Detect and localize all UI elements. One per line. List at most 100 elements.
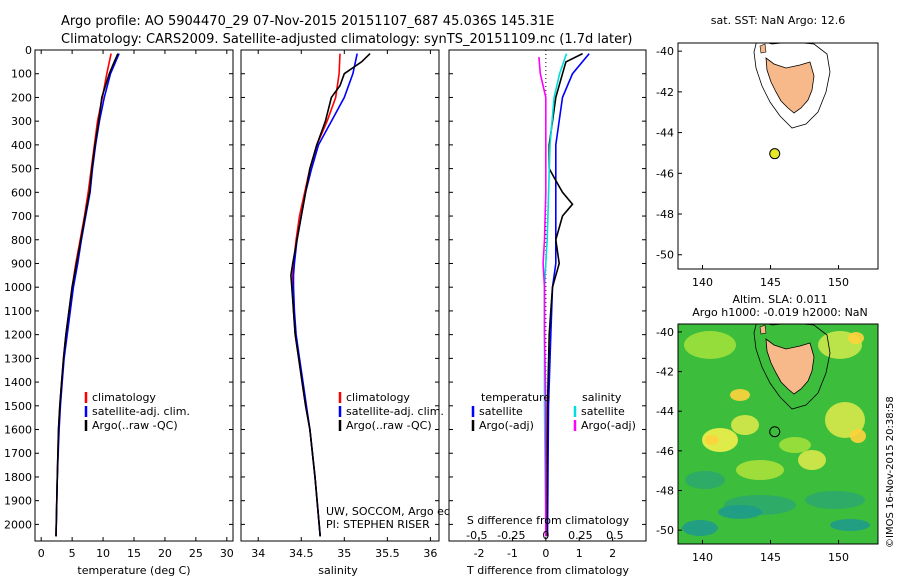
y-tick-label: 700 (11, 210, 32, 223)
sla-anomaly-patch-8 (736, 460, 784, 480)
lat-tick-label: -46 (656, 167, 674, 180)
y-tick-label: 1800 (4, 471, 32, 484)
s-tick-label: -0.5 (466, 529, 487, 542)
tasmania-land (765, 57, 815, 114)
salinity-legend-label-1: satellite-adj. clim. (346, 405, 444, 418)
sla-anomaly-patch-10 (718, 505, 762, 519)
shelf-contour (753, 324, 831, 410)
difference-series-line-3 (538, 57, 547, 537)
lat-tick-label: -50 (656, 524, 674, 537)
s-tick-label: 0 (542, 529, 549, 542)
pi-annotation-line2: PI: STEPHEN RISER (326, 518, 430, 531)
y-tick-label: 1900 (4, 495, 32, 508)
lat-tick-label: -42 (656, 366, 674, 379)
temperature-legend-label-2: Argo(..raw -QC) (92, 419, 178, 432)
x-tick-label: 34.5 (289, 547, 314, 560)
sla-map-title-line2: Argo h1000: -0.019 h2000: NaN (692, 306, 868, 319)
y-tick-label: 400 (11, 139, 32, 152)
y-tick-label: 0 (25, 44, 32, 57)
sla-anomaly-patch-1 (731, 415, 759, 435)
y-tick-label: 1200 (4, 329, 32, 342)
lon-tick-label: 140 (692, 276, 713, 289)
x-tick-label: 35 (337, 547, 351, 560)
sla-anomaly-patch-15 (730, 389, 750, 401)
x-tick-label: 35.5 (375, 547, 400, 560)
figure-title-line1: Argo profile: AO 5904470_29 07-Nov-2015 … (61, 14, 554, 29)
difference-series-line-1 (545, 52, 583, 537)
temperature-axes-frame (34, 49, 234, 542)
x-tick-label: 5 (69, 547, 76, 560)
sla-anomaly-patch-12 (830, 519, 870, 531)
sla-anomaly-patch-2 (702, 428, 738, 452)
y-tick-label: 1100 (4, 305, 32, 318)
sla-anomaly-patch-7 (850, 429, 866, 443)
temperature-legend-label-1: satellite-adj. clim. (92, 405, 190, 418)
lon-tick-label: 145 (760, 276, 781, 289)
lon-tick-label: 150 (828, 276, 849, 289)
sla-anomaly-patch-16 (779, 437, 811, 453)
x-tick-label: 15 (127, 547, 141, 560)
lat-tick-label: -48 (656, 484, 674, 497)
x-tick-label: 20 (158, 547, 172, 560)
x-tick-label: 0 (38, 547, 45, 560)
tasmania-land (765, 338, 815, 395)
salinity-legend-label-2: Argo(..raw -QC) (346, 419, 432, 432)
temperature-xlabel: temperature (deg C) (77, 564, 190, 577)
temperature-legend-label-0: climatology (92, 391, 156, 404)
x-tick-label: 30 (220, 547, 234, 560)
sla-map-panel: Altim. SLA: 0.011 Argo h1000: -0.019 h20… (656, 293, 879, 564)
y-tick-label: 1300 (4, 352, 32, 365)
difference-panel: -2 -1 0 1 2 -0.5 -0.25 0 0.25 0.5 S difference fr… (448, 49, 647, 577)
t-tick-label: 1 (576, 547, 583, 560)
sla-anomaly-patch-5 (848, 332, 864, 344)
lon-tick-label: 145 (760, 551, 781, 564)
sla-map-title-line1: Altim. SLA: 0.011 (732, 293, 827, 306)
y-tick-label: 2000 (4, 518, 32, 531)
difference-legend-label-2: satellite (581, 405, 625, 418)
t-difference-xlabel: T difference from climatology (466, 564, 629, 577)
y-tick-label: 600 (11, 186, 32, 199)
argo-float-marker (769, 426, 781, 438)
s-difference-xlabel: S difference from climatology (467, 514, 630, 527)
lat-tick-label: -40 (656, 45, 674, 58)
x-tick-label: 25 (189, 547, 203, 560)
imos-timestamp: ©IMOS 16-Nov-2015 20:38:58 (885, 396, 896, 548)
sla-anomaly-patch-3 (705, 435, 719, 445)
x-tick-label: 36 (423, 547, 437, 560)
sla-anomaly-patch-11 (805, 491, 865, 509)
salinity-panel: 34 34.5 35 35.5 36 salinity climatologysatel… (240, 49, 496, 577)
series-line-salinity-1 (292, 53, 358, 537)
island-land (759, 324, 767, 335)
lat-tick-label: -44 (656, 405, 674, 418)
y-tick-label: 1600 (4, 424, 32, 437)
y-tick-label: 100 (11, 68, 32, 81)
sla-anomaly-patch-13 (798, 450, 826, 470)
y-tick-label: 1000 (4, 281, 32, 294)
y-tick-label: 300 (11, 115, 32, 128)
y-tick-label: 800 (11, 234, 32, 247)
figure-title-line2: Climatology: CARS2009. Satellite-adjuste… (61, 32, 633, 47)
s-tick-label: -0.25 (497, 529, 525, 542)
y-tick-label: 500 (11, 163, 32, 176)
lat-tick-label: -48 (656, 208, 674, 221)
s-tick-label: 0.5 (606, 529, 624, 542)
sst-map-title: sat. SST: NaN Argo: 12.6 (711, 14, 845, 27)
series-line-temperature-2 (55, 53, 119, 537)
sst-map-panel: sat. SST: NaN Argo: 12.6 -40 -42 -44 -46 -48… (656, 14, 879, 289)
lat-tick-label: -46 (656, 445, 674, 458)
s-tick-label: 0.25 (568, 529, 593, 542)
lat-tick-label: -50 (656, 249, 674, 262)
lat-tick-label: -42 (656, 86, 674, 99)
y-tick-label: 200 (11, 91, 32, 104)
y-tick-label: 1700 (4, 447, 32, 460)
t-tick-label: -2 (474, 547, 485, 560)
difference-legend-label-1: Argo(-adj) (479, 419, 534, 432)
t-tick-label: 2 (609, 547, 616, 560)
sla-anomaly-patch-6 (825, 402, 865, 438)
lon-tick-label: 150 (828, 551, 849, 564)
argo-float-marker (769, 148, 781, 160)
